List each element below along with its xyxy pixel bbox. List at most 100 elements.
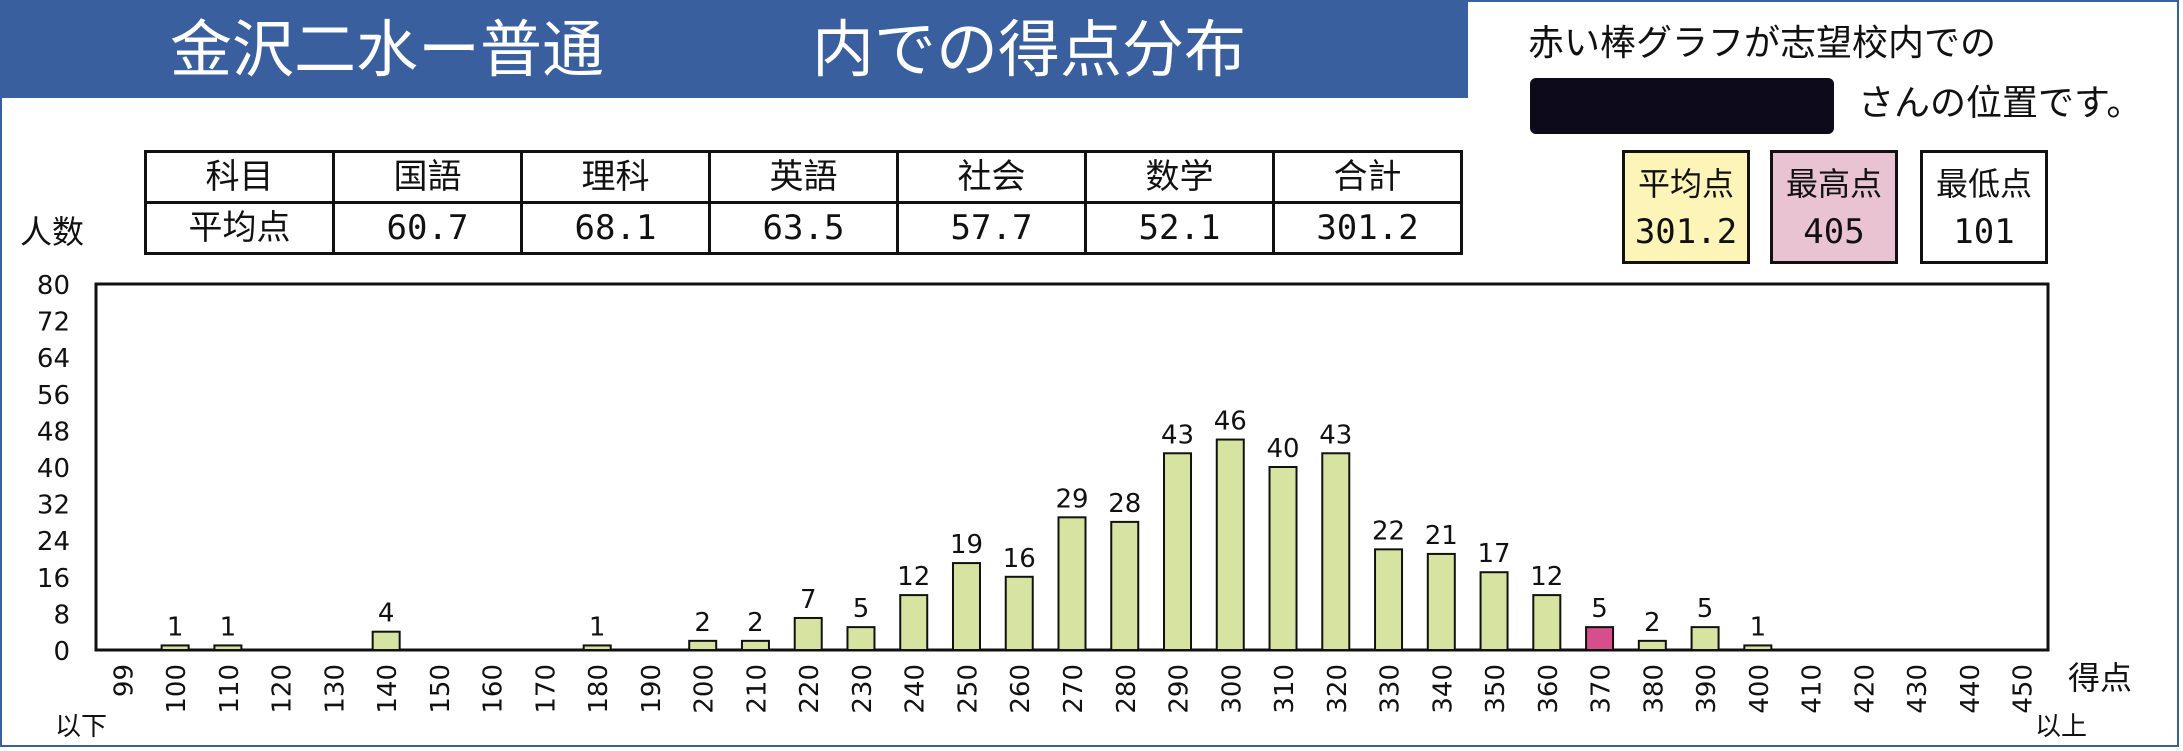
bar-value-label: 46	[1214, 407, 1247, 437]
bar	[160, 644, 190, 651]
note-box: 赤い棒グラフが志望校内での さんの位置です。	[1468, 0, 2183, 140]
table-row: 平均点 60.7 68.1 63.5 57.7 52.1 301.2	[144, 201, 1463, 255]
bar-value-label: 22	[1372, 516, 1405, 546]
bar-value-label: 12	[1530, 562, 1563, 592]
table-header-cell: 社会	[896, 150, 1087, 204]
x-tick-label: 300	[1217, 664, 1247, 714]
bar-value-label: 21	[1425, 521, 1458, 551]
bar-value-label: 16	[1003, 544, 1036, 574]
bar	[951, 562, 981, 652]
x-tick-label: 130	[320, 664, 350, 714]
min-score-label: 最低点	[1935, 165, 2032, 203]
bar-value-label: 43	[1319, 420, 1352, 450]
bar	[899, 594, 929, 651]
table-cell: 60.7	[332, 201, 523, 255]
table-cell: 57.7	[896, 201, 1087, 255]
y-tick-label: 56	[37, 381, 70, 411]
bar	[688, 639, 718, 651]
bar	[1479, 571, 1509, 651]
table-cell: 52.1	[1084, 201, 1275, 255]
y-axis-label: 人数	[20, 213, 85, 251]
x-tick-label: 360	[1534, 664, 1564, 714]
bar	[1163, 452, 1193, 651]
bar-value-label: 1	[220, 612, 237, 642]
x-tick-label: 440	[1956, 664, 1986, 714]
x-tick-label: 320	[1323, 664, 1353, 714]
bar	[1585, 626, 1615, 651]
bar-value-label: 29	[1055, 484, 1088, 514]
average-score-label: 平均点	[1637, 165, 1734, 203]
x-tick-label: 450	[2009, 664, 2039, 714]
note-line-2: さんの位置です。	[1858, 83, 2143, 124]
bar	[1321, 452, 1351, 651]
bar-value-label: 1	[1750, 612, 1767, 642]
bar	[1004, 575, 1034, 651]
x-tick-label: 230	[848, 664, 878, 714]
y-tick-label: 64	[37, 344, 70, 374]
redacted-name	[1530, 78, 1834, 134]
x-tick-label: 140	[373, 664, 403, 714]
table-cell: 63.5	[708, 201, 899, 255]
bar	[1215, 438, 1245, 651]
y-tick-label: 40	[37, 454, 70, 484]
bar-value-label: 2	[1644, 608, 1661, 638]
x-tick-label: 120	[268, 664, 298, 714]
x-tick-label: 310	[1270, 664, 1300, 714]
bar	[846, 626, 876, 651]
table-header-cell: 国語	[332, 150, 523, 204]
y-tick-label: 80	[37, 271, 70, 301]
y-tick-label: 0	[53, 637, 70, 667]
average-score-value: 301.2	[1634, 212, 1738, 252]
x-tick-label: 290	[1165, 664, 1195, 714]
bar	[1057, 516, 1087, 652]
table-cell: 68.1	[520, 201, 711, 255]
x-tick-label: 100	[162, 664, 192, 714]
y-tick-label: 24	[37, 527, 70, 557]
bar-value-label: 1	[167, 612, 184, 642]
bar	[1690, 626, 1720, 651]
y-tick-label: 72	[37, 308, 70, 338]
x-tick-label: 380	[1639, 664, 1669, 714]
bar-value-label: 40	[1266, 434, 1299, 464]
bar-value-label: 4	[378, 599, 395, 629]
bar-value-label: 12	[897, 562, 930, 592]
table-header-row: 科目 国語 理科 英語 社会 数学 合計	[144, 150, 1463, 204]
x-axis-label: 得点	[2068, 659, 2133, 697]
table-row-label: 平均点	[144, 201, 335, 255]
bar-value-label: 17	[1478, 539, 1511, 569]
above-label: 以上	[2035, 712, 2088, 742]
y-tick-label: 8	[53, 600, 70, 630]
bar	[793, 616, 823, 651]
note-line-1: 赤い棒グラフが志望校内での	[1528, 23, 1997, 64]
bar-value-label: 43	[1161, 420, 1194, 450]
table-header-cell: 理科	[520, 150, 711, 204]
bar	[1374, 548, 1404, 651]
max-score-label: 最高点	[1785, 165, 1882, 203]
bar-value-label: 5	[1591, 594, 1608, 624]
average-score-table: 科目 国語 理科 英語 社会 数学 合計 平均点 60.7 68.1 63.5 …	[144, 150, 1463, 255]
x-tick-label: 170	[531, 664, 561, 714]
max-score-box: 最高点 405	[1770, 150, 1898, 264]
table-cell: 301.2	[1272, 201, 1463, 255]
x-tick-label: 420	[1850, 664, 1880, 714]
bar	[213, 644, 243, 651]
x-tick-label: 210	[742, 664, 772, 714]
x-tick-label: 370	[1587, 664, 1617, 714]
bar	[582, 644, 612, 651]
x-tick-label: 110	[215, 664, 245, 714]
x-tick-label: 240	[901, 664, 931, 714]
x-tick-label: 260	[1006, 664, 1036, 714]
x-tick-label: 340	[1428, 664, 1458, 714]
x-tick-label: 220	[795, 664, 825, 714]
below-label: 以下	[55, 712, 108, 742]
title-bar: 金沢二水ー普通 内での得点分布	[0, 0, 1468, 98]
x-tick-label: 270	[1059, 664, 1089, 714]
x-tick-label: 330	[1376, 664, 1406, 714]
title-distribution: 内での得点分布	[812, 13, 1247, 86]
min-score-value: 101	[1953, 212, 2015, 252]
table-header-cell: 英語	[708, 150, 899, 204]
bar	[1268, 466, 1298, 651]
x-tick-label: 190	[637, 664, 667, 714]
x-tick-label: 250	[953, 664, 983, 714]
